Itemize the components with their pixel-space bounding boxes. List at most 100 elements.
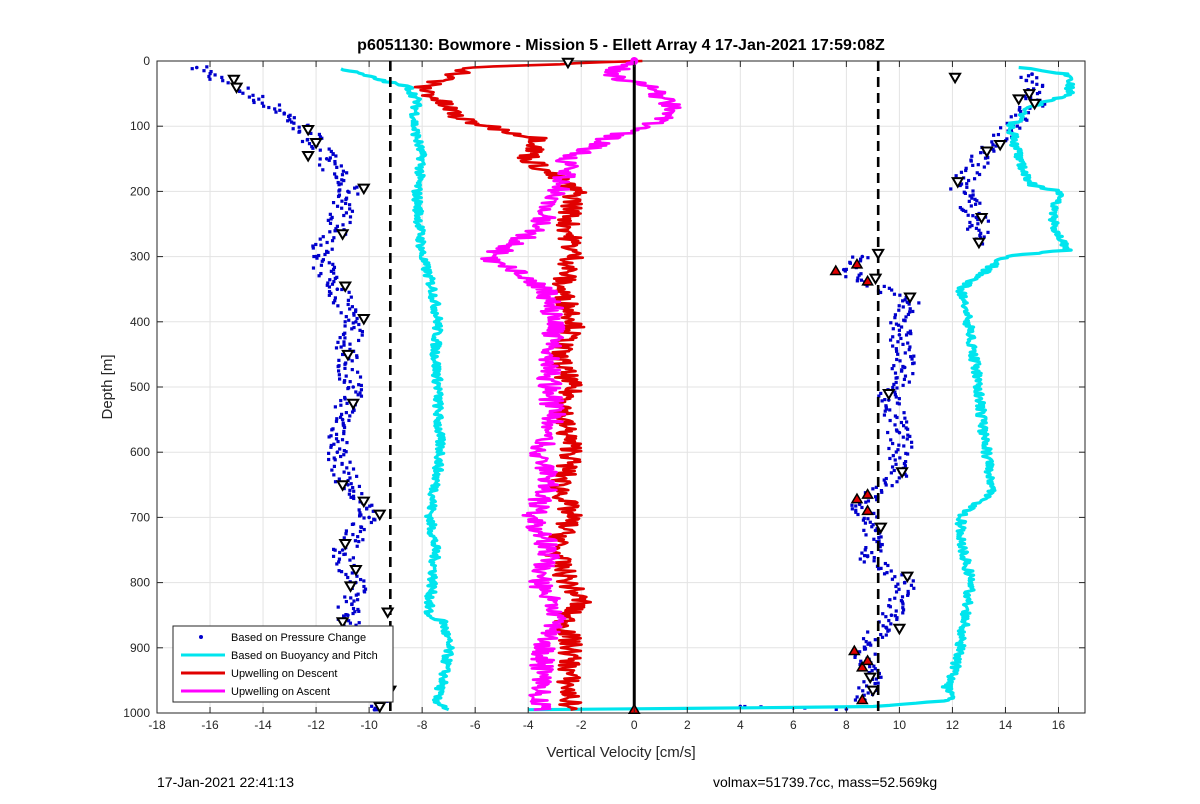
pressure-point — [889, 622, 893, 626]
pressure-point — [979, 231, 983, 235]
pressure-point — [881, 612, 885, 616]
pressure-point — [362, 516, 366, 520]
pressure-point — [329, 291, 333, 295]
pressure-point — [274, 110, 278, 114]
pressure-point — [361, 538, 365, 542]
pressure-point — [336, 439, 340, 444]
pressure-point — [330, 247, 334, 251]
pressure-point — [890, 484, 894, 488]
pressure-point — [895, 401, 900, 405]
pressure-point — [969, 204, 973, 208]
pressure-point — [190, 67, 194, 71]
open-triangle-marker — [338, 538, 352, 551]
pressure-point — [331, 200, 336, 205]
pressure-point — [351, 467, 356, 471]
pressure-point — [352, 311, 356, 316]
pressure-point — [332, 473, 336, 477]
pressure-point — [891, 327, 895, 331]
pressure-point — [906, 341, 910, 345]
pressure-point — [866, 499, 871, 503]
open-triangle-marker — [338, 281, 352, 293]
pressure-point — [982, 235, 986, 239]
pressure-point — [339, 164, 343, 168]
pressure-point — [346, 575, 350, 580]
pressure-point — [902, 461, 907, 466]
pressure-point — [327, 158, 331, 162]
pressure-point — [317, 274, 321, 278]
pressure-point — [354, 593, 358, 597]
pressure-point — [362, 527, 366, 532]
series-line-based-on-buoyancy-and-pitch — [340, 67, 455, 712]
open-triangle-marker — [882, 389, 896, 401]
pressure-point — [356, 592, 360, 596]
pressure-point — [844, 267, 848, 271]
pressure-point — [912, 354, 916, 358]
pressure-point — [331, 554, 336, 558]
pressure-point — [328, 156, 332, 160]
pressure-point — [882, 572, 887, 576]
pressure-point — [963, 191, 967, 195]
pressure-point — [977, 172, 982, 177]
pressure-point — [342, 536, 346, 540]
pressure-point — [337, 560, 341, 564]
pressure-point — [865, 554, 870, 559]
pressure-point — [310, 145, 314, 149]
pressure-point — [344, 612, 348, 617]
pressure-point — [314, 254, 318, 259]
pressure-point — [906, 331, 910, 335]
pressure-point — [886, 563, 890, 568]
pressure-point — [333, 162, 337, 166]
pressure-point — [356, 598, 360, 602]
pressure-point — [356, 370, 360, 374]
pressure-point — [305, 138, 309, 142]
open-triangle-marker — [974, 212, 989, 225]
pressure-point — [857, 502, 862, 507]
pressure-point — [901, 364, 905, 369]
pressure-point — [1037, 90, 1042, 95]
pressure-point — [882, 413, 887, 417]
pressure-point — [221, 79, 225, 83]
x-tick-label: -8 — [417, 718, 428, 732]
pressure-point — [860, 551, 864, 555]
pressure-point — [878, 545, 882, 549]
pressure-point — [353, 186, 357, 190]
pressure-point — [319, 263, 324, 267]
pressure-point — [335, 562, 339, 566]
pressure-point — [356, 535, 360, 539]
open-triangle-marker — [868, 273, 883, 286]
legend-label: Based on Pressure Change — [231, 632, 366, 644]
pressure-point — [901, 383, 905, 387]
pressure-point — [370, 503, 374, 507]
pressure-point — [357, 484, 362, 489]
pressure-point — [335, 417, 339, 421]
pressure-point — [360, 492, 364, 496]
pressure-point — [344, 201, 348, 206]
pressure-point — [863, 554, 867, 558]
x-tick-label: -12 — [307, 718, 325, 732]
x-axis-label: Vertical Velocity [cm/s] — [546, 744, 695, 761]
pressure-point — [213, 73, 217, 77]
pressure-point — [347, 471, 351, 475]
pressure-point — [908, 434, 912, 439]
pressure-point — [961, 208, 965, 213]
pressure-point — [327, 261, 331, 265]
pressure-point — [356, 192, 360, 196]
pressure-point — [854, 504, 858, 508]
pressure-point — [893, 614, 897, 618]
x-tick-label: -16 — [201, 718, 219, 732]
pressure-point — [335, 175, 339, 180]
pressure-point — [976, 163, 980, 167]
pressure-point — [350, 305, 354, 309]
pressure-point — [335, 165, 339, 169]
pressure-point — [343, 397, 347, 401]
pressure-point — [880, 542, 884, 547]
red-triangle-marker — [861, 504, 874, 516]
legend: Based on Pressure Change Based on Buoyanc… — [172, 625, 394, 703]
open-triangle-marker — [948, 72, 962, 85]
pressure-point — [900, 595, 905, 599]
pressure-point — [872, 537, 876, 541]
pressure-point — [338, 447, 342, 451]
open-triangle-marker — [892, 623, 907, 636]
pressure-point — [1025, 118, 1029, 122]
pressure-point — [874, 677, 879, 681]
